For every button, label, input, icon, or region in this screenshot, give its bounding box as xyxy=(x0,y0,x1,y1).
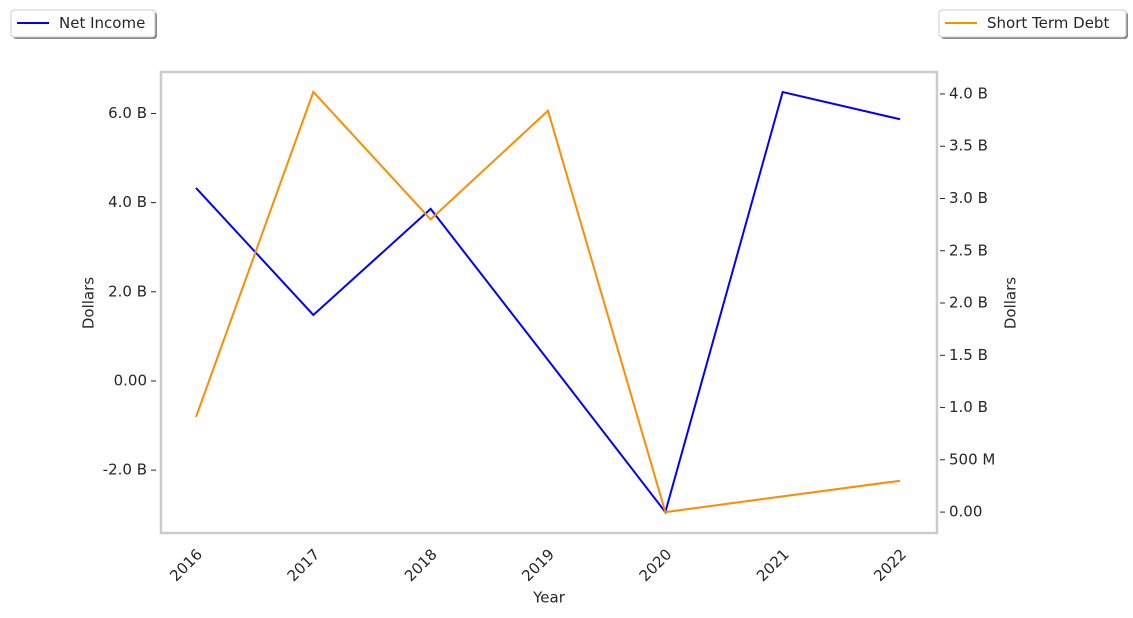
y2-tick-label: 2.5 B xyxy=(949,241,988,259)
y2-tick-label: 1.5 B xyxy=(949,346,988,364)
y2-tick-label: 4.0 B xyxy=(949,84,988,102)
x-tick-label: 2022 xyxy=(870,545,910,585)
series-line xyxy=(195,89,901,514)
legend-box xyxy=(938,9,1127,38)
y-tick-label: 2.0 B xyxy=(108,282,147,300)
y2-tick-label: 3.5 B xyxy=(949,137,988,155)
x-tick-label: 2016 xyxy=(166,545,206,585)
y-axis-label: Dollars xyxy=(80,277,98,329)
legend-label: Short Term Debt xyxy=(987,14,1109,32)
x-axis-label: Year xyxy=(532,589,566,607)
x-tick-label: 2017 xyxy=(284,545,324,585)
legend-box xyxy=(10,9,156,38)
legend-label: Net Income xyxy=(59,14,145,32)
y2-tick-label: 500 M xyxy=(949,450,995,468)
x-tick-label: 2020 xyxy=(636,545,676,585)
y-tick-label: -2.0 B xyxy=(103,461,147,479)
y2-tick-label: 2.0 B xyxy=(949,294,988,312)
x-tick-label: 2021 xyxy=(753,545,793,585)
series-line xyxy=(195,90,901,515)
y2-tick-label: 3.0 B xyxy=(949,189,988,207)
y2-tick-label: 0.00 xyxy=(949,503,982,521)
x-tick-label: 2018 xyxy=(401,545,441,585)
legend: Short Term Debt xyxy=(938,9,1128,39)
y-tick-label: 0.00 xyxy=(114,371,147,389)
x-tick-label: 2019 xyxy=(518,545,558,585)
y-tick-label: 6.0 B xyxy=(108,104,147,122)
y-tick-label: 4.0 B xyxy=(108,193,147,211)
plot-frame xyxy=(159,70,939,535)
y2-axis-label: Dollars xyxy=(1002,277,1020,329)
legend: Net Income xyxy=(10,9,157,39)
y2-tick-label: 1.0 B xyxy=(949,398,988,416)
